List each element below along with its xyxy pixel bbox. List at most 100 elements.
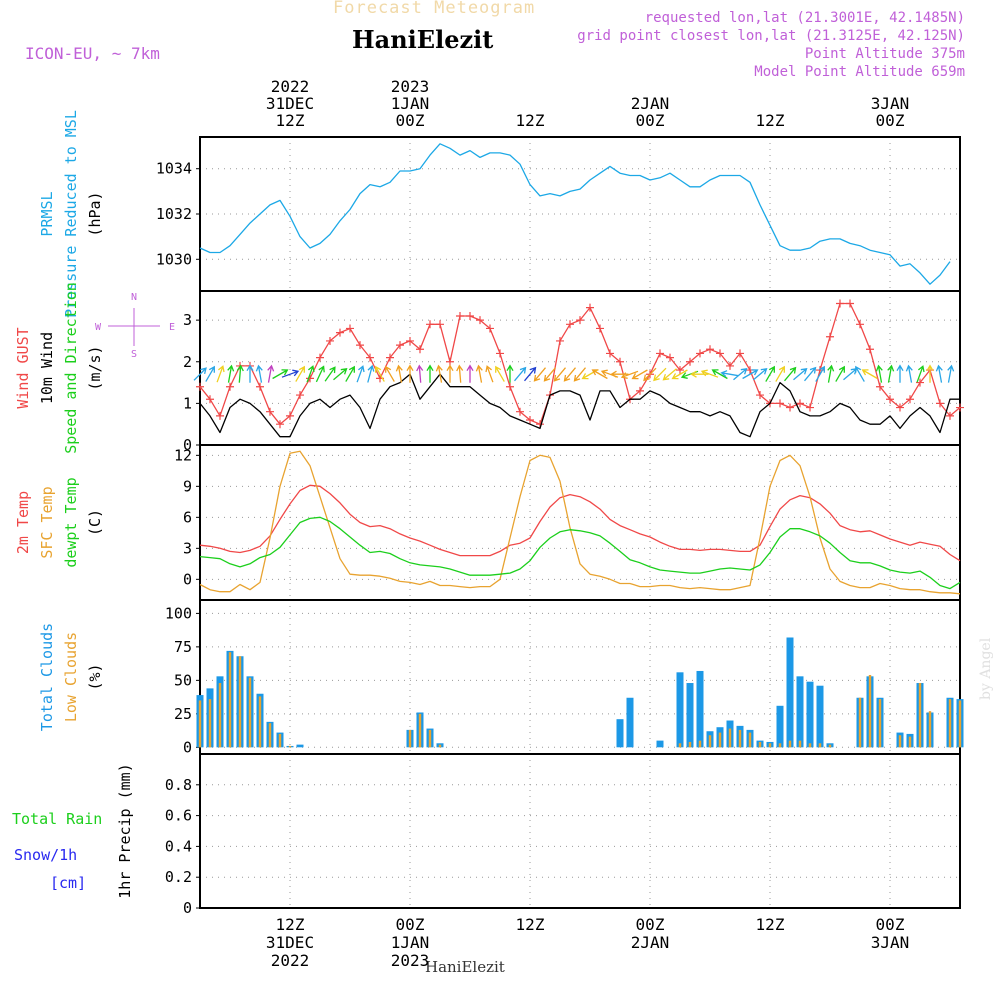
wind-direction-arrow (267, 364, 275, 383)
pressure-ytick-label: 1032 (156, 205, 192, 223)
temperature-ytick-label: 3 (183, 539, 192, 557)
wind-direction-arrow (255, 364, 263, 383)
wind-gust-marker (486, 324, 494, 333)
low-cloud-bar (698, 740, 702, 748)
wind-direction-arrow (506, 364, 514, 383)
top-time-label: 31DEC (266, 94, 314, 113)
pressure-axis-label: (hPa) (86, 191, 104, 236)
low-cloud-bar (828, 744, 832, 748)
wind-direction-arrow (563, 367, 576, 382)
wind-direction-arrow (742, 369, 759, 380)
low-cloud-bar (858, 697, 862, 748)
wind-gust-marker (796, 399, 804, 408)
low-cloud-bar (748, 732, 752, 748)
low-cloud-bar (928, 711, 932, 748)
wind-direction-arrow (281, 369, 300, 378)
wind-direction-arrow (367, 364, 375, 383)
precip-frame (199, 753, 961, 909)
bottom-time-label: 2023 (391, 951, 430, 970)
wind-gust-marker (256, 382, 264, 391)
precip-ytick-label: 0.4 (165, 837, 192, 855)
wind-direction-arrow (295, 365, 305, 382)
temperature-axis-label: (C) (86, 509, 104, 536)
wind-direction-arrow (765, 365, 775, 382)
top-time-label: 12Z (756, 111, 785, 130)
wind-direction-arrow (804, 366, 817, 382)
low-cloud-bar (868, 674, 872, 748)
wind-gust-marker (826, 332, 834, 341)
low-cloud-bar (408, 729, 412, 748)
grid-point: grid point closest lon,lat (21.3125E, 42… (577, 28, 965, 44)
wind-frame (199, 290, 961, 446)
wind-direction-arrow (700, 369, 719, 378)
pressure-ytick-label: 1034 (156, 160, 192, 178)
wind-gust-marker (406, 336, 414, 345)
clouds-ytick-label: 75 (174, 638, 192, 656)
rain-legend-label: Total Rain (12, 810, 102, 828)
low-cloud-bar (758, 741, 762, 748)
top-time-label: 2JAN (631, 94, 670, 113)
wind-direction-arrow (485, 365, 494, 383)
wind-direction-arrow (375, 365, 385, 382)
temperature-panel: 0 3 6 9 12 2m Temp SFC Temp dewpt Temp (C) (14, 444, 961, 601)
point-altitude: Point Altitude 375m (804, 46, 965, 62)
wind-axis-label: (m/s) (86, 345, 104, 390)
wind-gust-marker (446, 357, 454, 366)
wind-gust-marker (476, 316, 484, 325)
low-cloud-bar (798, 740, 802, 748)
wind-gust-marker (416, 345, 424, 354)
low-cloud-bar (718, 732, 722, 748)
wind-ytick-label: 2 (183, 353, 192, 371)
precip-ytick-label: 0.2 (165, 868, 192, 886)
bottom-time-label: 12Z (516, 915, 545, 934)
precip-axis-label: 1hr Precip (mm) (116, 763, 134, 898)
pressure-axis-label: PRMSL (38, 191, 56, 236)
top-time-label: 3JAN (871, 94, 910, 113)
requested-point: requested lon,lat (21.3001E, 42.1485N) (644, 10, 965, 26)
wind-axis-label: 10m Wind (38, 332, 56, 404)
wind-direction-arrow (345, 365, 355, 382)
bottom-time-label: 00Z (636, 915, 665, 934)
wind-direction-arrow (875, 364, 883, 383)
total-cloud-bar (776, 705, 784, 748)
wind-gust-marker (846, 299, 854, 308)
low-cloud-bar (418, 713, 422, 748)
wind-direction-arrow (395, 364, 403, 383)
wind-gust-marker (466, 311, 474, 320)
wind-gust-marker (666, 353, 674, 362)
wind-gust-marker (356, 341, 364, 350)
temperature-frame (199, 444, 961, 601)
wind-gust-marker (636, 386, 644, 395)
wind-gust-marker (276, 420, 284, 429)
wind-gust-marker (736, 349, 744, 358)
footer-location: HaniElezit (425, 958, 505, 976)
wind-gust-marker (956, 403, 964, 412)
bottom-time-label: 12Z (756, 915, 785, 934)
wind-gust-marker (196, 382, 204, 391)
total-cloud-bar (796, 676, 804, 748)
wind-gust-marker (556, 336, 564, 345)
wind-direction-arrow (426, 364, 434, 383)
wind-direction-arrow (620, 370, 639, 379)
wind-ytick-label: 0 (183, 436, 192, 454)
wind-direction-arrow (835, 365, 845, 382)
top-time-label: 2022 (271, 77, 310, 96)
wind-direction-arrow (671, 369, 688, 380)
top-time-label: 00Z (396, 111, 425, 130)
precip-ytick-label: 0.6 (165, 807, 192, 825)
wind-gust-marker (286, 411, 294, 420)
snow-unit-label: [cm] (50, 874, 86, 892)
low-cloud-bar (818, 743, 822, 748)
low-cloud-bar (198, 700, 202, 748)
wind-gust-marker (656, 349, 664, 358)
low-cloud-bar (438, 744, 442, 748)
wind-axis-label: Speed and Direction (62, 282, 80, 454)
wind-direction-arrow (653, 367, 667, 382)
total-cloud-bar (616, 719, 624, 748)
wind-gust-marker (706, 345, 714, 354)
wind-gust-marker (776, 399, 784, 408)
wind-direction-arrow (947, 364, 955, 383)
wind-direction-arrow (793, 367, 808, 381)
wind-gust-marker (716, 349, 724, 358)
